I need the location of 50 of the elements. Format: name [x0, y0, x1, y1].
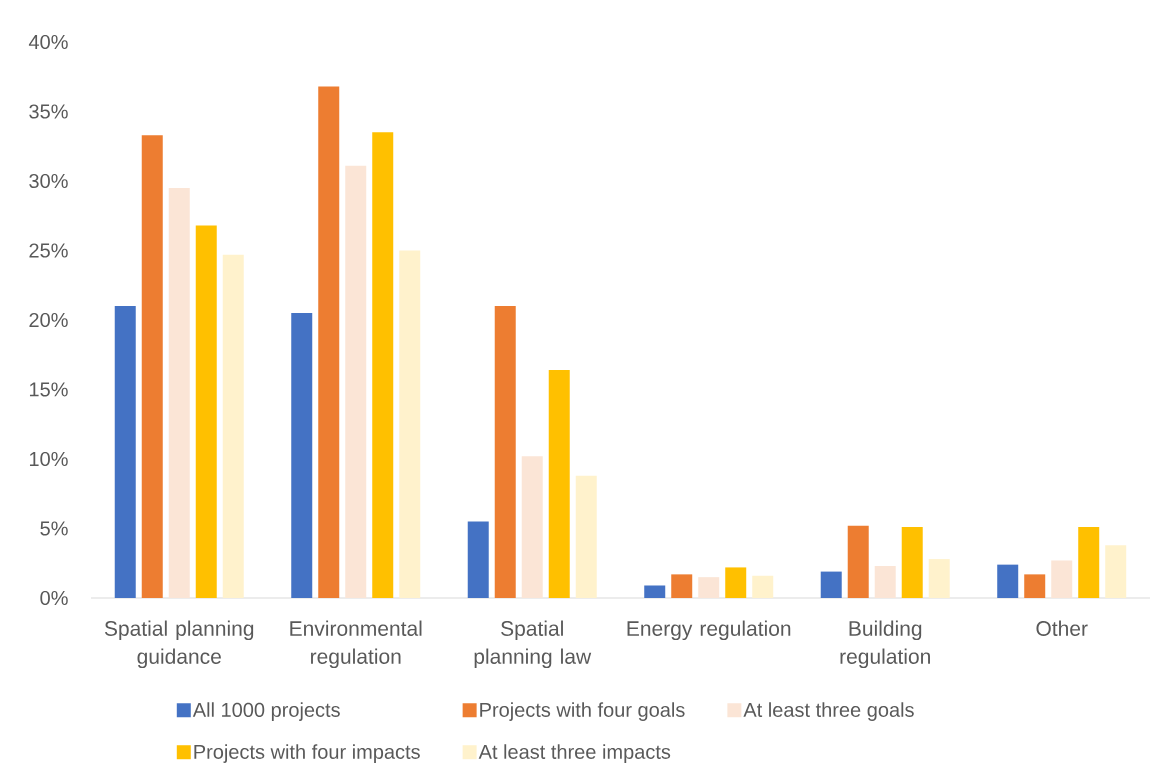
- bar: [548, 370, 570, 598]
- y-tick-label: 5%: [40, 521, 68, 536]
- bar: [575, 475, 597, 598]
- bar: [494, 306, 516, 598]
- y-tick-label: 35%: [29, 104, 68, 119]
- legend-label: Projects with four impacts: [194, 744, 420, 763]
- bar: [928, 559, 950, 598]
- y-tick-label: 20%: [29, 312, 68, 328]
- bar: [399, 250, 421, 598]
- y-tick-label: 25%: [29, 243, 68, 258]
- bar: [168, 187, 190, 598]
- bar: [997, 564, 1019, 598]
- y-tick-label: 30%: [29, 173, 68, 189]
- bar: [114, 306, 136, 598]
- bar: [467, 521, 489, 598]
- bar: [725, 567, 747, 598]
- bar: [820, 571, 842, 598]
- bar: [141, 135, 163, 598]
- legend-label: All 1000 projects: [192, 702, 340, 721]
- x-tick-label: Spatial planning guidance: [104, 620, 254, 669]
- bar: [372, 132, 394, 598]
- bar: [671, 574, 693, 598]
- bar: [195, 225, 217, 598]
- y-tick-label: 40%: [28, 34, 68, 50]
- bar: [222, 254, 244, 598]
- bar: [1051, 560, 1073, 598]
- x-tick-label: Spatial planning law: [474, 620, 592, 669]
- bar: [1105, 545, 1127, 598]
- bar: [1024, 574, 1046, 598]
- bar: [698, 577, 720, 598]
- y-tick-label: 15%: [29, 382, 68, 397]
- x-tick-label: Environmental regulation: [290, 620, 422, 669]
- legend-label: At least three goals: [743, 702, 914, 721]
- x-tick-label: Energy regulation: [627, 620, 791, 641]
- x-tick-label: Building regulation: [840, 620, 930, 669]
- legend-label: Projects with four goals: [480, 702, 685, 721]
- y-tick-label: 0%: [40, 590, 68, 606]
- bar: [521, 456, 543, 598]
- bar: [318, 86, 340, 598]
- legend-label: At least three impacts: [478, 744, 671, 763]
- bar: [847, 525, 869, 598]
- bar: [291, 313, 313, 598]
- bar: [1078, 527, 1100, 598]
- bar: [644, 585, 666, 598]
- y-tick-label: 10%: [29, 451, 68, 467]
- bar: [345, 165, 367, 598]
- bar: [752, 575, 774, 598]
- x-tick-label: Other: [1036, 620, 1088, 636]
- bar: [874, 566, 896, 598]
- bar: [901, 527, 923, 598]
